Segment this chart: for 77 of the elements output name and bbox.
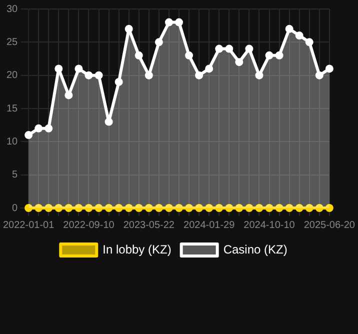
point bbox=[94, 71, 103, 80]
point bbox=[205, 204, 214, 212]
point bbox=[144, 204, 153, 212]
x-tick-label: 2024-10-10 bbox=[244, 220, 296, 231]
point bbox=[104, 118, 113, 126]
point bbox=[245, 204, 254, 212]
point bbox=[84, 71, 93, 80]
point bbox=[265, 51, 274, 60]
point bbox=[215, 44, 224, 53]
point bbox=[124, 24, 133, 33]
point bbox=[124, 204, 133, 212]
point bbox=[235, 204, 244, 212]
point bbox=[175, 204, 183, 212]
point bbox=[235, 58, 244, 66]
point bbox=[84, 204, 93, 212]
y-tick-label: 20 bbox=[6, 70, 18, 82]
point bbox=[265, 204, 274, 212]
point bbox=[34, 124, 43, 132]
point bbox=[74, 204, 83, 212]
point bbox=[275, 204, 284, 212]
legend-label: In lobby (KZ) bbox=[102, 242, 172, 256]
point bbox=[215, 204, 224, 212]
point bbox=[114, 78, 123, 86]
point bbox=[295, 32, 304, 40]
point bbox=[34, 204, 43, 212]
y-tick-label: 15 bbox=[6, 103, 18, 114]
point bbox=[64, 204, 73, 212]
y-tick-label: 0 bbox=[12, 202, 18, 214]
point bbox=[185, 204, 194, 212]
x-tick-label: 2022-01-01 bbox=[3, 220, 55, 231]
point bbox=[54, 204, 63, 212]
point bbox=[285, 24, 294, 33]
point bbox=[205, 64, 214, 73]
point bbox=[24, 131, 33, 140]
point bbox=[195, 71, 204, 80]
point bbox=[164, 18, 173, 26]
point bbox=[54, 64, 63, 73]
point bbox=[275, 51, 284, 60]
point bbox=[255, 71, 264, 80]
point bbox=[255, 204, 264, 212]
point bbox=[245, 44, 254, 53]
point bbox=[144, 71, 153, 80]
point bbox=[225, 204, 234, 212]
x-tick-label: 2022-09-10 bbox=[63, 220, 115, 231]
x-tick-label: 2025-06-20 bbox=[304, 220, 356, 231]
point bbox=[225, 44, 234, 53]
point bbox=[24, 204, 33, 212]
y-tick-label: 25 bbox=[6, 36, 18, 48]
y-tick-label: 30 bbox=[6, 4, 18, 15]
y-tick-label: 10 bbox=[6, 136, 18, 148]
point bbox=[114, 204, 123, 212]
x-tick-label: 2024-01-29 bbox=[184, 220, 236, 231]
point bbox=[315, 204, 324, 212]
point bbox=[104, 204, 113, 212]
point bbox=[134, 51, 143, 60]
point bbox=[325, 204, 334, 212]
point bbox=[134, 204, 143, 212]
point bbox=[305, 38, 314, 46]
point bbox=[154, 38, 163, 46]
point bbox=[164, 204, 173, 212]
point bbox=[295, 204, 304, 212]
point bbox=[175, 18, 183, 26]
point bbox=[74, 64, 83, 73]
point bbox=[285, 204, 294, 212]
point bbox=[64, 91, 73, 100]
point bbox=[325, 64, 334, 73]
point bbox=[315, 71, 324, 80]
point bbox=[154, 204, 163, 212]
x-tick-label: 2023-05-22 bbox=[123, 220, 175, 231]
point bbox=[44, 124, 53, 132]
point bbox=[185, 51, 194, 60]
point bbox=[94, 204, 103, 212]
point bbox=[195, 204, 204, 212]
point bbox=[44, 204, 53, 212]
y-tick-label: 5 bbox=[12, 170, 18, 181]
point bbox=[305, 204, 314, 212]
legend-label: Casino (KZ) bbox=[223, 242, 288, 256]
